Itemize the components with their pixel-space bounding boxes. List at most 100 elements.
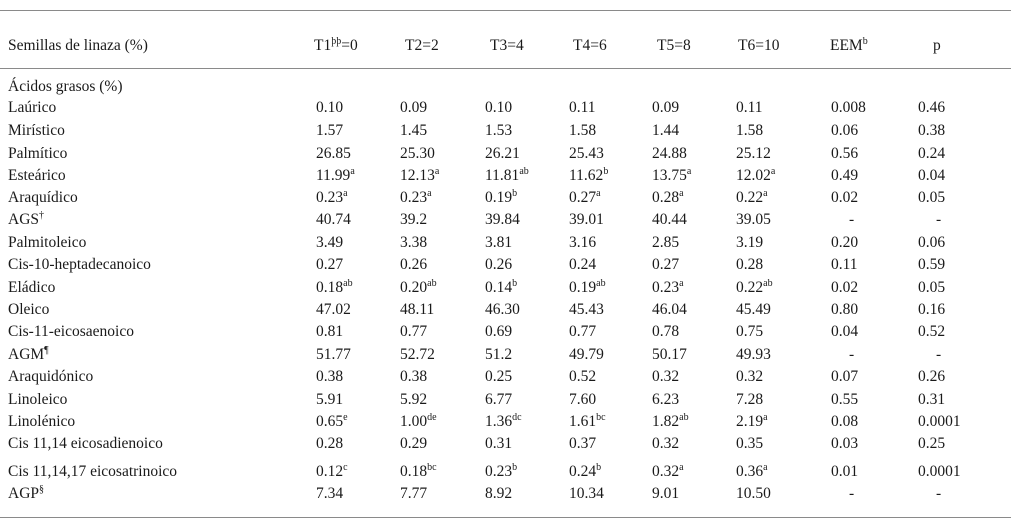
table-cell: 0.23a [652,278,684,297]
table-cell: 0.27 [316,256,344,273]
table-cell: 50.17 [652,346,687,363]
table-cell: 0.46 [918,99,946,116]
table-cell: 0.01 [831,463,859,480]
table-cell: 0.09 [400,99,428,116]
table-cell: 7.60 [569,391,597,408]
table-cell: 0.38 [918,122,946,139]
row-label: Esteárico [8,167,66,184]
table-cell: 0.28 [316,435,344,452]
row-label: AGP§ [8,484,45,503]
table-cell: 26.21 [485,145,520,162]
header-t4: T4=6 [573,37,607,54]
table-cell: 0.27a [569,188,601,207]
table-cell: 0.24b [569,462,602,481]
table-cell: 5.92 [400,391,428,408]
table-cell: 2.19a [736,412,768,431]
table-cell: 0.32a [652,462,684,481]
bottom-rule [0,517,1011,518]
table-cell: 24.88 [652,145,687,162]
table-cell: 39.2 [400,211,428,228]
table-cell: - [936,211,942,228]
row-label: Laúrico [8,99,57,116]
table-row: Araquídico 0.23a 0.23a 0.19b 0.27a 0.28a 0.22a… [0,187,1011,209]
table-cell: 0.22ab [736,278,773,297]
table-row: Laúrico 0.10 0.09 0.10 0.11 0.09 0.11 0.008 0.46 [0,97,1011,119]
table-cell: 0.35 [736,435,764,452]
table-cell: 0.04 [831,323,859,340]
table-cell: 45.43 [569,301,604,318]
table-row: Araquidónico 0.38 0.38 0.25 0.52 0.32 0.32 0.07… [0,366,1011,388]
table-cell: 0.26 [400,256,428,273]
table-cell: 0.23b [485,462,518,481]
table-cell: 0.11 [569,99,596,116]
table-cell: 12.13a [400,166,440,185]
table-cell: 0.27 [652,256,680,273]
table-cell: 0.11 [736,99,763,116]
table-cell: 39.84 [485,211,520,228]
table-cell: 0.80 [831,301,859,318]
table-cell: 0.26 [918,368,946,385]
row-label: AGS† [8,210,45,229]
table-cell: 1.00de [400,412,437,431]
table-cell: 0.23a [400,188,432,207]
table-cell: 1.57 [316,122,344,139]
table-cell: 0.69 [485,323,513,340]
table-cell: 26.85 [316,145,351,162]
row-label: Eládico [8,279,56,296]
table-cell: 0.22a [736,188,768,207]
row-label: Palmitoleico [8,234,87,251]
table-cell: 0.32 [652,435,680,452]
table-row: Esteárico 11.99a 12.13a 11.81ab 11.62b 13.75a… [0,165,1011,187]
row-label: Cis 11,14 eicosadienoico [8,435,163,452]
table-cell: 6.23 [652,391,680,408]
table-cell: 51.2 [485,346,513,363]
table-cell: 6.77 [485,391,513,408]
table-cell: 0.59 [918,256,946,273]
table-row: Cis 11,14,17 eicosatrinoico 0.12c 0.18bc 0.… [0,461,1011,483]
table-cell: 3.49 [316,234,344,251]
table-cell: 13.75a [652,166,692,185]
table-cell: 0.52 [569,368,597,385]
table-row: Palmitoleico 3.49 3.38 3.81 3.16 2.85 3.19 0.20… [0,232,1011,254]
table-cell: 0.37 [569,435,597,452]
table-cell: 0.0001 [918,413,961,430]
table-cell: 0.26 [485,256,513,273]
table-cell: 0.81 [316,323,344,340]
row-label: Araquidónico [8,368,94,385]
row-label: Araquídico [8,189,78,206]
header-t5: T5=8 [657,37,691,54]
table-cell: 0.32 [652,368,680,385]
table-cell: 1.45 [400,122,428,139]
table-cell: - [849,211,855,228]
table-cell: 1.44 [652,122,680,139]
table-cell: 0.32 [736,368,764,385]
row-label: Linolénico [8,413,76,430]
table-cell: 0.09 [652,99,680,116]
table-cell: 0.10 [316,99,344,116]
header-t1: T1þþ=0 [314,36,358,55]
table-cell: 0.06 [918,234,946,251]
row-label: Cis-10-heptadecanoico [8,256,151,273]
table-cell: 49.79 [569,346,604,363]
table-cell: 0.25 [918,435,946,452]
table-cell: 9.01 [652,485,680,502]
table-row: Cis-10-heptadecanoico 0.27 0.26 0.26 0.24 0.2… [0,254,1011,276]
table-cell: 0.31 [918,391,946,408]
row-label: Palmítico [8,145,68,162]
row-label: Linoleico [8,391,68,408]
table-cell: 0.31 [485,435,513,452]
table-cell: 0.36a [736,462,768,481]
table-cell: 1.58 [736,122,764,139]
table-cell: 3.16 [569,234,597,251]
header-rule [0,68,1011,69]
table-row: Eládico 0.18ab 0.20ab 0.14b 0.19ab 0.23a 0.22a… [0,277,1011,299]
table-row: Palmítico 26.85 25.30 26.21 25.43 24.88 25.12 0… [0,143,1011,165]
table-cell: 0.29 [400,435,428,452]
table-cell: 0.14b [485,278,518,297]
table-cell: 25.30 [400,145,435,162]
table-cell: 7.34 [316,485,344,502]
table-cell: 40.44 [652,211,687,228]
table-cell: 0.52 [918,323,946,340]
row-label: Cis 11,14,17 eicosatrinoico [8,463,178,480]
table-cell: 0.0001 [918,463,961,480]
